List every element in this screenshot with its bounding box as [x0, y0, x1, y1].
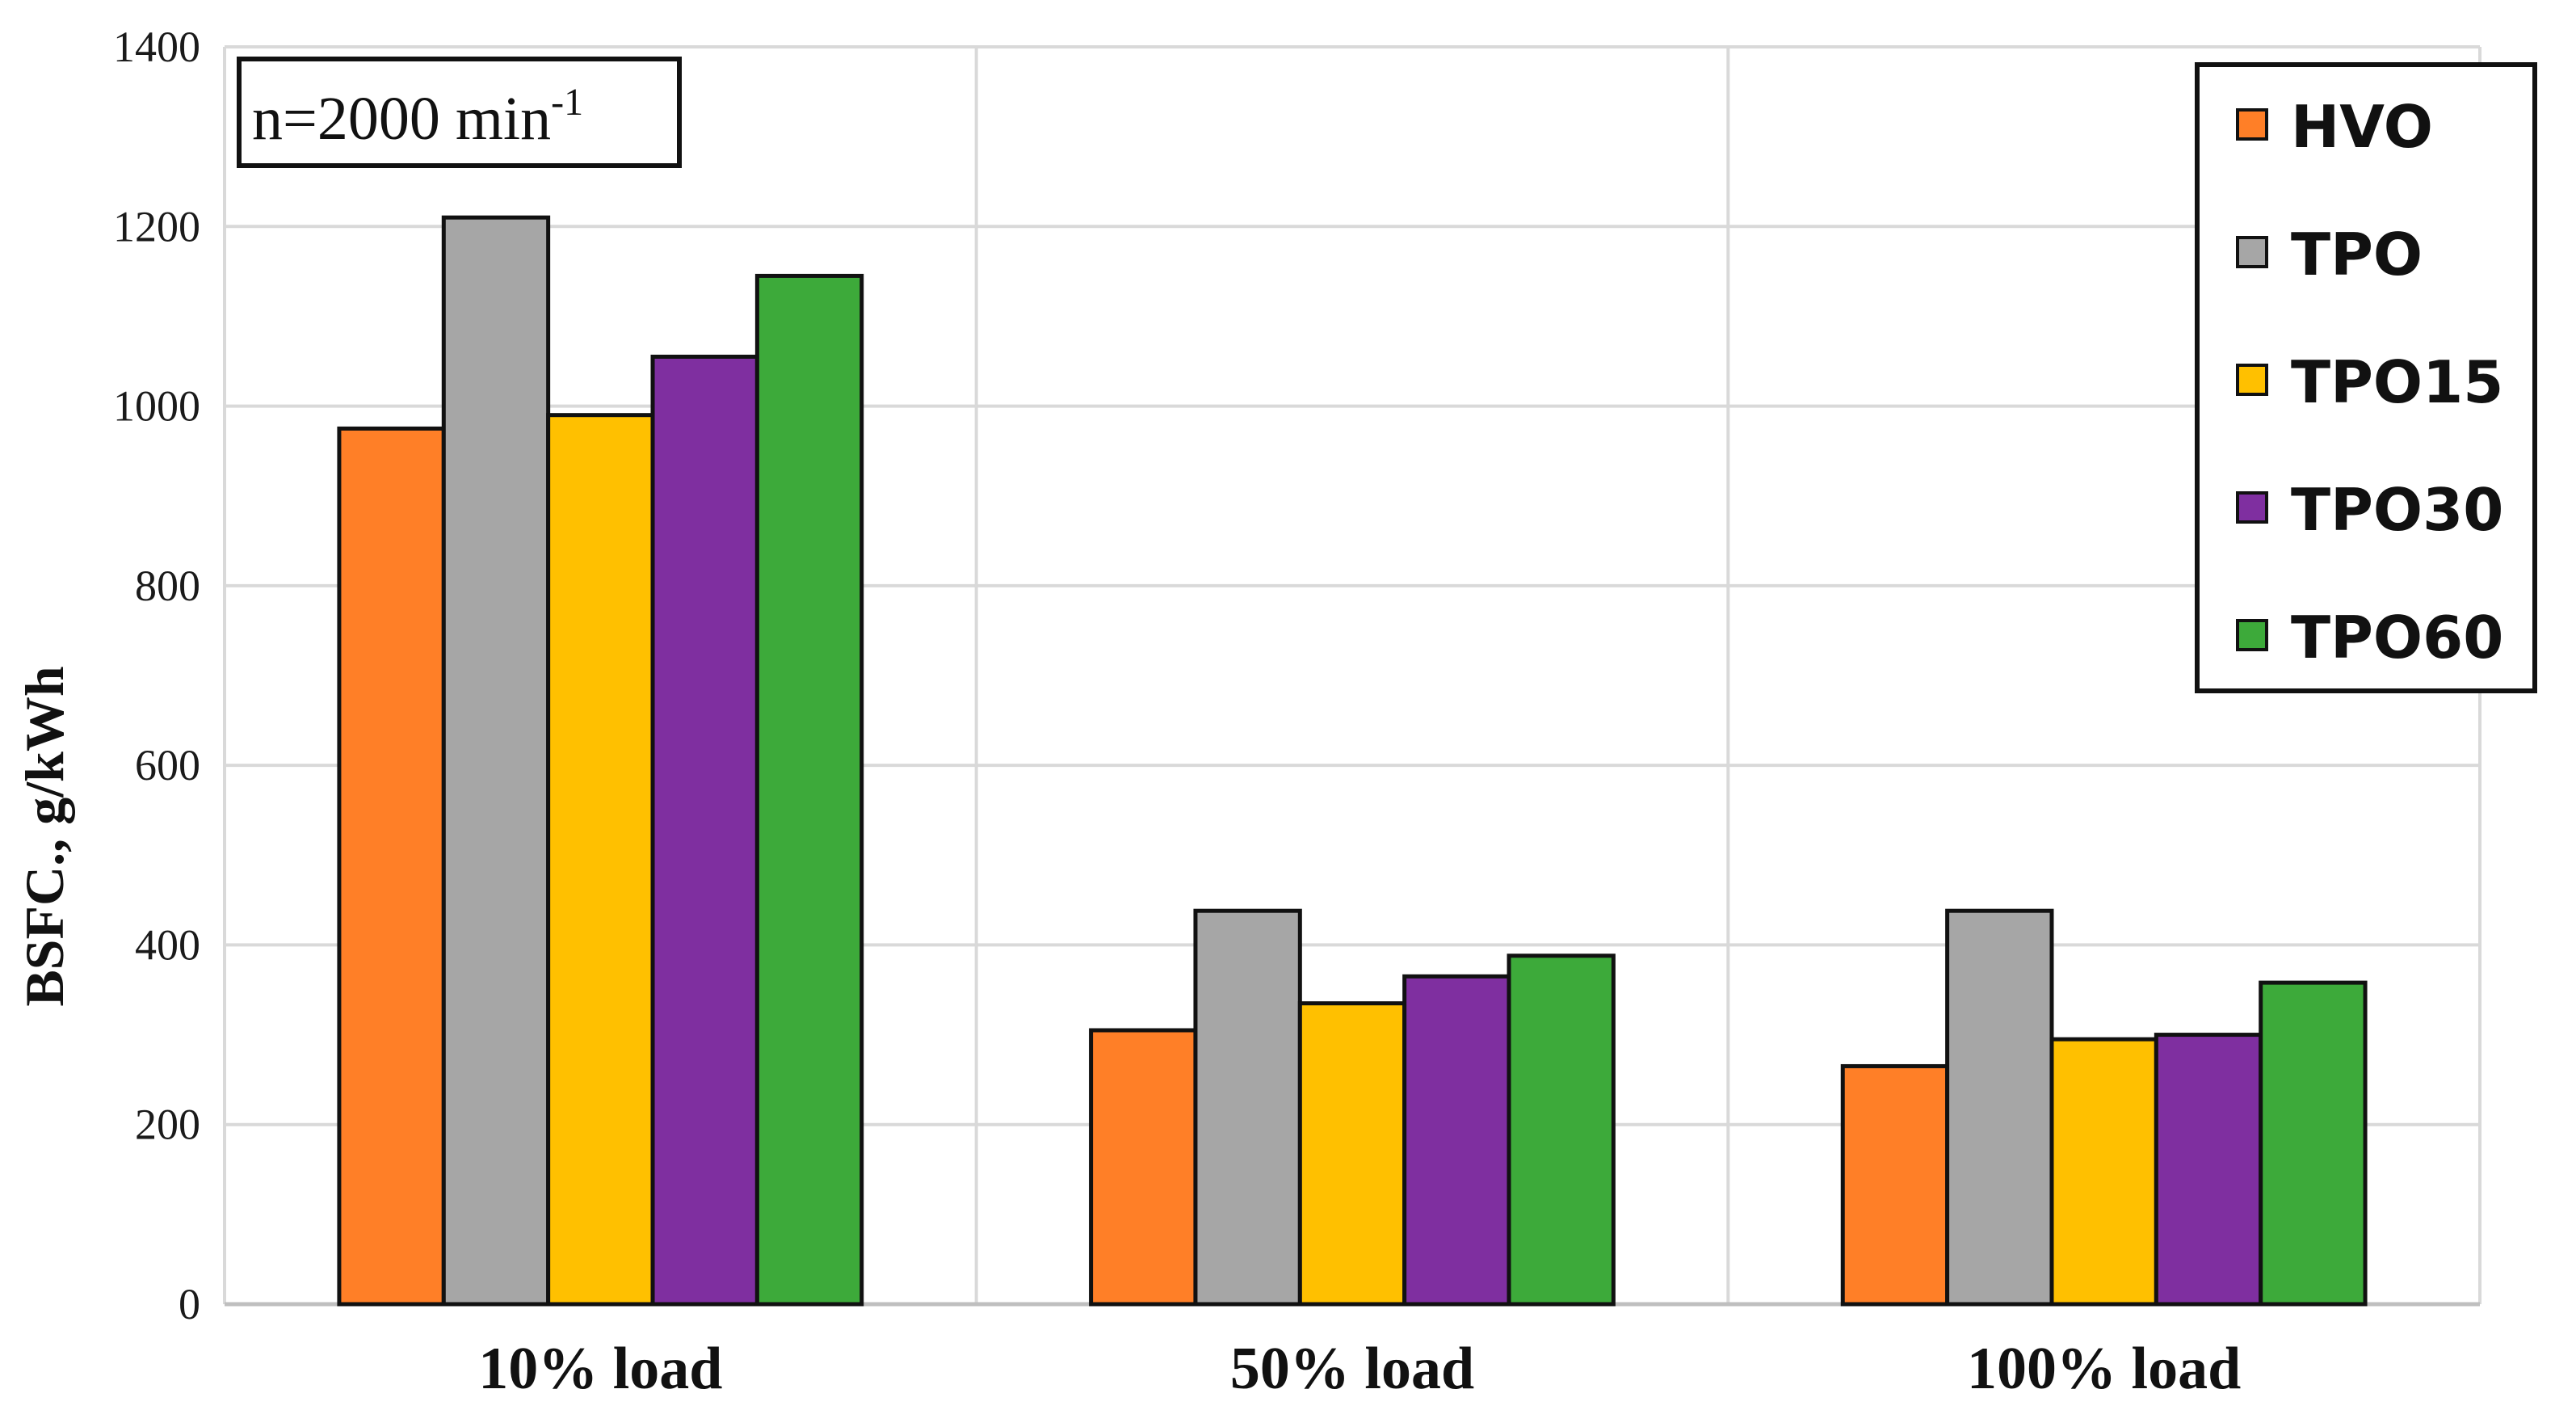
bar-tpo15-1: [546, 413, 655, 1307]
bar-tpo60-3: [2259, 980, 2368, 1307]
legend-label-tpo: TPO: [2291, 221, 2423, 288]
bar-tpo-1: [441, 215, 551, 1307]
bar-tpo30-1: [650, 354, 759, 1307]
legend: HVO TPO TPO15 TPO30 TPO60: [2195, 62, 2537, 693]
legend-swatch-tpo30: [2236, 491, 2268, 524]
category-labels: 10% load 50% load 100% load: [478, 1336, 2241, 1402]
bar-tpo15-3: [2049, 1037, 2158, 1307]
legend-swatch-tpo60: [2236, 619, 2268, 651]
y-tick-label: 600: [135, 741, 200, 789]
bar-tpo-2: [1193, 908, 1302, 1307]
bar-tpo15-2: [1297, 1001, 1407, 1307]
legend-swatch-hvo: [2236, 108, 2268, 141]
bar-tpo-3: [1945, 908, 2054, 1307]
y-tick-label: 200: [135, 1101, 200, 1149]
y-axis-label: BSFC., g/kWh: [14, 666, 75, 1006]
bar-tpo30-2: [1402, 974, 1511, 1307]
y-tick-label: 1200: [113, 202, 200, 250]
category-label: 10% load: [478, 1336, 722, 1402]
legend-label-hvo: HVO: [2291, 93, 2433, 161]
bar-tpo60-1: [754, 273, 864, 1307]
y-tick-label: 800: [135, 562, 200, 610]
annotation-superscript: -1: [551, 81, 583, 124]
y-tick-label: 1000: [113, 382, 200, 431]
bar-tpo30-3: [2154, 1033, 2263, 1307]
bar-hvo-1: [337, 426, 446, 1307]
y-tick-label: 1400: [113, 23, 200, 71]
bar-hvo-3: [1840, 1063, 1950, 1307]
y-tick-labels: 0 200 400 600 800 1000 1200 1400: [113, 23, 200, 1328]
bars: [337, 215, 2368, 1307]
legend-label-tpo60: TPO60: [2291, 604, 2503, 671]
legend-swatch-tpo: [2236, 236, 2268, 268]
legend-swatch-tpo15: [2236, 364, 2268, 396]
legend-label-tpo30: TPO30: [2291, 476, 2503, 544]
category-label: 100% load: [1967, 1336, 2241, 1402]
category-label: 50% load: [1230, 1336, 1474, 1402]
y-tick-label: 0: [179, 1280, 200, 1328]
legend-label-tpo15: TPO15: [2291, 348, 2503, 416]
y-tick-label: 400: [135, 920, 200, 969]
bar-tpo60-2: [1507, 953, 1616, 1307]
annotation-box: n=2000 min-1: [237, 57, 682, 168]
annotation-text: n=2000 min-1: [252, 81, 583, 153]
bar-hvo-2: [1089, 1028, 1198, 1307]
